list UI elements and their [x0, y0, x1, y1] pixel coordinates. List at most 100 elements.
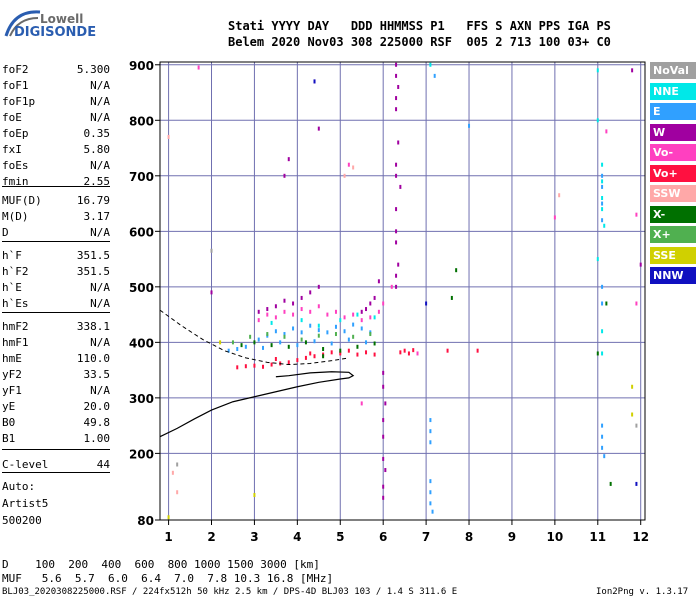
point-vo [476, 348, 479, 353]
point-e [433, 73, 436, 78]
point-vo [292, 312, 295, 317]
param-row-hmf1: hmF1 N/A [2, 335, 110, 351]
point-nne [317, 323, 320, 328]
point-w [382, 484, 385, 489]
point-w [274, 304, 277, 309]
point-x [249, 334, 252, 339]
point-vo [244, 364, 247, 369]
point-vo [197, 65, 200, 70]
point-vo [253, 363, 256, 368]
point-vo [287, 360, 290, 365]
point-vo [356, 352, 359, 357]
point-w [395, 107, 398, 112]
param-name: yE [2, 400, 16, 413]
point-w [395, 73, 398, 78]
point-x [322, 347, 325, 352]
point-e [431, 509, 434, 514]
point-nne [601, 207, 604, 212]
legend-item-nne: NNE [650, 82, 696, 100]
point-e [429, 479, 432, 484]
param-name: M(D) [2, 210, 29, 223]
legend-item-sse: SSE [650, 246, 696, 264]
param-name: foF2 [2, 63, 29, 76]
point-vo [390, 284, 393, 289]
param-name: hmF1 [2, 336, 29, 349]
point-vo [347, 348, 350, 353]
point-w [397, 84, 400, 89]
param-name: foEp [2, 127, 29, 140]
point-e [601, 184, 604, 189]
point-x [266, 332, 269, 337]
point-x [450, 295, 453, 300]
param-name: h`Es [2, 297, 29, 310]
muf-row: MUF 5.6 5.7 6.0 6.4 7.0 7.8 10.3 16.8 [M… [2, 572, 334, 585]
legend-item-vo: Vo+ [650, 164, 696, 182]
logo-lowell: Lowell [40, 12, 84, 26]
point-vo [330, 350, 333, 355]
point-e [347, 337, 350, 342]
point-vo [360, 401, 363, 406]
header-line-2: Belem 2020 Nov03 308 225000 RSF 005 2 71… [228, 35, 611, 49]
x-tick-label: 6 [379, 530, 387, 544]
auto-artist: Artist5 [2, 497, 49, 510]
point-sse [219, 340, 222, 345]
file-info: BLJ03_2020308225000.RSF / 224fx512h 50 k… [2, 587, 458, 597]
param-row-hmf2: hmF2 338.1 [2, 319, 110, 335]
y-tick-label: 300 [129, 392, 154, 406]
x-tick-label: 1 [164, 530, 172, 544]
point-x [283, 334, 286, 339]
y-tick-label: 200 [129, 447, 154, 461]
param-value: N/A [90, 226, 110, 239]
point-x [596, 351, 599, 356]
point-vo [446, 348, 449, 353]
param-row-fof1: foF1 N/A [2, 78, 110, 94]
point-w [365, 307, 368, 312]
point-w [300, 295, 303, 300]
point-sse [167, 515, 170, 520]
point-e [330, 341, 333, 346]
point-w [382, 456, 385, 461]
point-w [382, 418, 385, 423]
x-tick-label: 4 [293, 530, 301, 544]
point-vo [407, 351, 410, 356]
param-value: 16.79 [76, 194, 110, 207]
legend-item-noval: NoVal [650, 62, 696, 79]
param-row-h-f: h`F 351.5 [2, 248, 110, 264]
point-vo [605, 129, 608, 134]
param-row-h-es: h`Es N/A [2, 296, 110, 312]
point-w [639, 262, 642, 267]
point-vo [399, 350, 402, 355]
param-name: foEs [2, 159, 29, 172]
param-row-b1: B1 1.00 [2, 431, 110, 447]
point-w [377, 279, 380, 284]
param-value: N/A [90, 79, 110, 92]
param-separator [2, 312, 110, 313]
x-tick-label: 10 [547, 530, 564, 544]
point-nne [339, 318, 342, 323]
point-x [334, 332, 337, 337]
point-x [240, 343, 243, 348]
point-ssw [343, 173, 346, 178]
point-x [270, 343, 273, 348]
point-w [257, 309, 260, 314]
point-x [605, 301, 608, 306]
param-value: N/A [90, 159, 110, 172]
point-vo [309, 309, 312, 314]
point-vo [352, 312, 355, 317]
param-name: hmE [2, 352, 22, 365]
param-value: N/A [90, 111, 110, 124]
point-w [384, 401, 387, 406]
point-e [326, 330, 329, 335]
point-vo [347, 162, 350, 167]
point-nne [373, 315, 376, 320]
param-name: yF1 [2, 384, 22, 397]
point-nne [601, 179, 604, 184]
param-row-m-d: M(D) 3.17 [2, 209, 110, 225]
point-nne [603, 223, 606, 228]
param-row-hme: hmE 110.0 [2, 351, 110, 367]
point-e [365, 340, 368, 345]
point-x [609, 481, 612, 486]
legend-item-x: X- [650, 205, 696, 223]
point-nne [601, 162, 604, 167]
